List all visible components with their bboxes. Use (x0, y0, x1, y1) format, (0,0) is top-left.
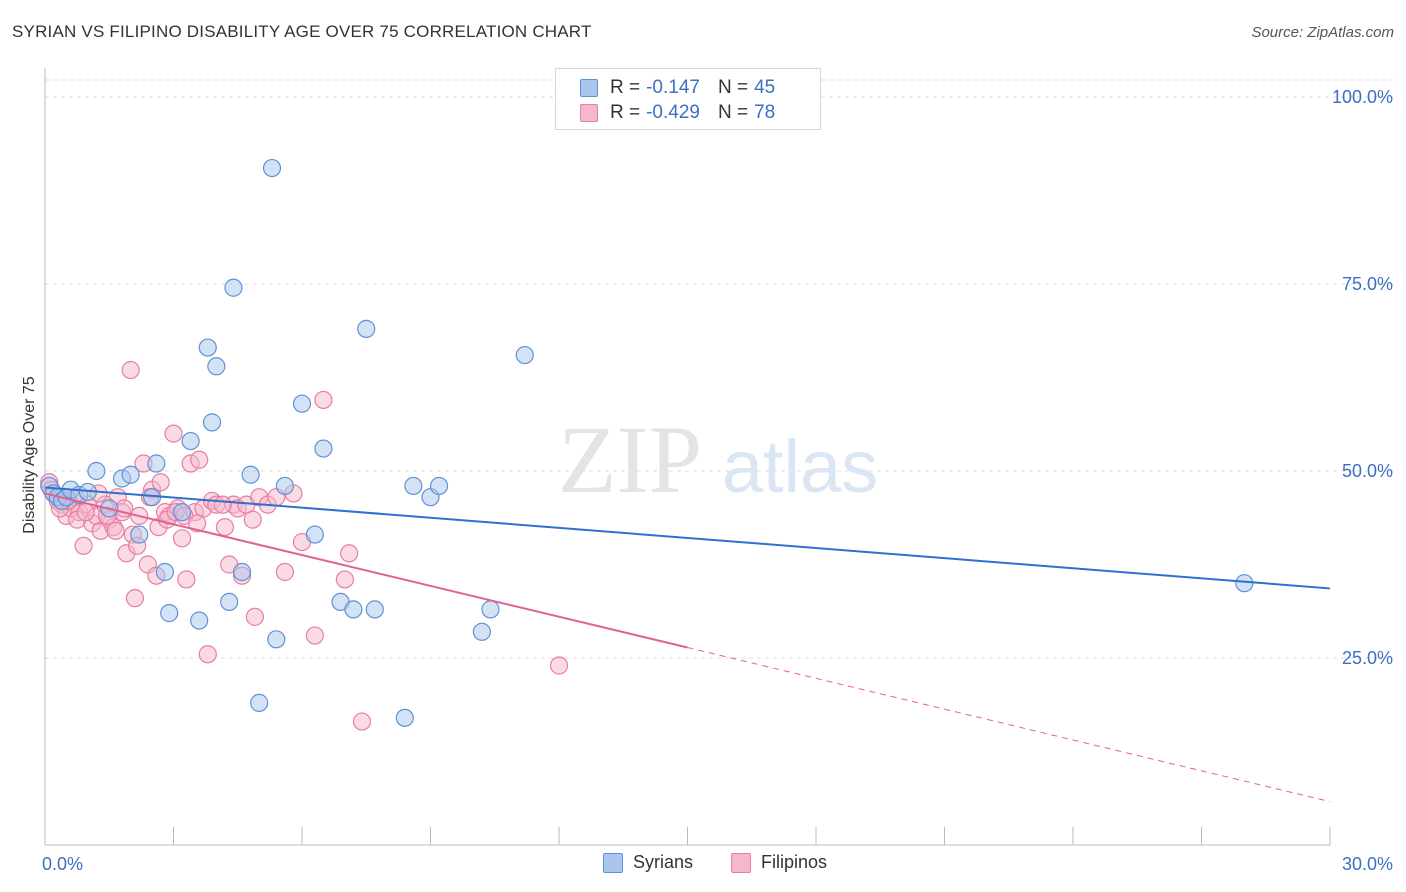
syrian-point (262, 158, 282, 178)
syrian-point (130, 525, 149, 544)
n-value: 45 (754, 77, 776, 98)
filipino-point (340, 544, 359, 563)
filipino-point (352, 712, 372, 731)
legend-item-filipinos[interactable]: Filipinos (731, 852, 827, 873)
filipino-point (164, 424, 183, 443)
r-label: R = (610, 77, 641, 98)
filipino-point (177, 570, 196, 589)
legend-item-syrians[interactable]: Syrians (603, 852, 693, 873)
syrian-point (365, 600, 384, 619)
n-value: 78 (754, 102, 776, 123)
filipino-point (125, 589, 145, 608)
syrian-point (147, 454, 166, 473)
r-label: R = (610, 102, 641, 123)
syrian-point (155, 562, 175, 582)
syrian-point (160, 604, 179, 623)
filipino-point (151, 473, 170, 492)
filipino-point (305, 626, 324, 645)
syrian-trend-line (44, 486, 1331, 590)
filipino-point (314, 390, 333, 410)
syrian-point (87, 461, 106, 481)
trend-layer (44, 486, 1331, 803)
filipino-point (245, 607, 264, 626)
y-tick-label: 25.0% (1342, 648, 1393, 668)
syrian-point (472, 622, 491, 641)
syrians-legend-swatch (603, 852, 623, 873)
n-label: N = (717, 102, 749, 123)
filipinos-swatch (580, 104, 598, 122)
syrian-point (121, 465, 140, 484)
syrian-point (305, 525, 324, 544)
y-axis-label: Disability Age Over 75 (21, 376, 38, 534)
watermark: ZIP atlas (558, 406, 878, 513)
watermark-atlas: atlas (722, 425, 878, 508)
filipino-point (198, 645, 217, 664)
chart-title: SYRIAN VS FILIPINO DISABILITY AGE OVER 7… (12, 22, 592, 41)
n-label: N = (717, 77, 749, 98)
syrian-point (250, 693, 269, 712)
syrian-point (220, 592, 239, 612)
y-tick-label: 75.0% (1342, 274, 1393, 294)
syrian-point (267, 630, 286, 649)
legend-label-syrians: Syrians (633, 852, 694, 872)
syrian-point (275, 476, 294, 496)
filipino-point (121, 360, 140, 380)
stats-row-syrians: R = -0.147 N = 45 (580, 76, 775, 100)
filipino-point (213, 495, 232, 514)
syrians-swatch (580, 79, 598, 97)
syrian-point (172, 503, 192, 522)
watermark-zip: ZIP (558, 406, 702, 513)
tick-label-layer: 25.0% 50.0% 75.0% 100.0% 0.0% 30.0% (42, 87, 1393, 874)
syrian-point (344, 600, 363, 619)
filipino-point (243, 510, 262, 529)
filipinos-legend-swatch (731, 852, 751, 873)
filipino-points (40, 360, 569, 731)
syrian-point (395, 708, 414, 727)
syrian-point (224, 278, 243, 297)
syrian-point (198, 338, 217, 357)
syrian-point (404, 476, 423, 496)
filipino-point (187, 514, 207, 533)
syrian-point (357, 319, 376, 338)
filipino-point (215, 517, 234, 537)
syrian-point (207, 357, 226, 376)
syrian-point (1235, 574, 1254, 593)
filipino-point (335, 570, 354, 589)
y-tick-label: 100.0% (1332, 87, 1393, 107)
filipino-point (275, 562, 294, 582)
x-tick-label: 0.0% (42, 854, 83, 874)
filipino-point (74, 536, 93, 555)
legend: Syrians Filipinos (0, 852, 1406, 876)
syrian-point (232, 562, 252, 582)
syrian-point (515, 345, 534, 365)
stats-box: R = -0.147 N = 45 R = -0.429 N = 78 (555, 68, 821, 130)
source-label: Source: ZipAtlas.com (1251, 24, 1394, 41)
syrian-point (202, 413, 222, 432)
filipino-point (106, 521, 125, 540)
syrian-point (481, 600, 500, 619)
syrian-point (314, 439, 333, 458)
filipino-point (172, 529, 192, 548)
filipino-point (76, 503, 95, 522)
stats-row-filipinos: R = -0.429 N = 78 (580, 101, 775, 125)
r-value: -0.429 (646, 102, 700, 123)
filipino-point (549, 656, 569, 675)
legend-label-filipinos: Filipinos (761, 852, 828, 872)
filipino-trend-extension (687, 647, 1331, 803)
y-tick-label: 50.0% (1342, 461, 1393, 481)
axis-layer (44, 68, 1331, 846)
x-tick-label: 30.0% (1342, 854, 1393, 874)
r-value: -0.147 (646, 77, 700, 98)
syrian-point (429, 476, 449, 496)
syrian-point (190, 611, 209, 630)
syrian-points (40, 158, 1254, 727)
filipino-trend-line (44, 492, 688, 649)
syrian-point (292, 394, 312, 413)
syrian-point (181, 431, 200, 451)
syrian-point (241, 465, 260, 484)
filipino-point (190, 450, 209, 469)
